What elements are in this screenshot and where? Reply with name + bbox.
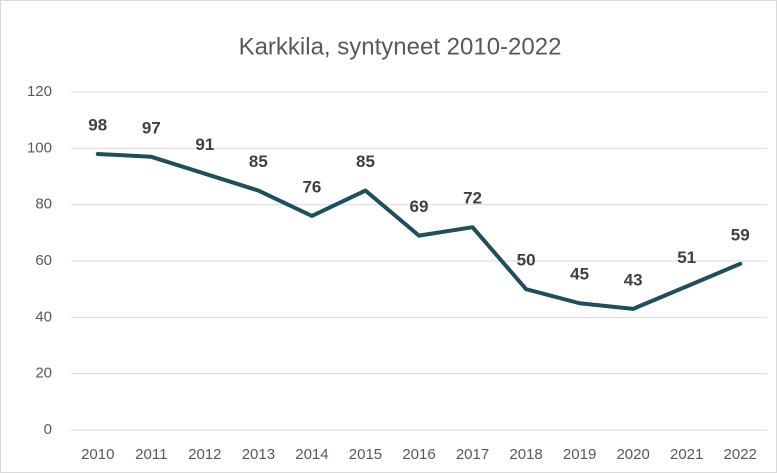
- data-label: 97: [142, 118, 161, 137]
- data-label: 85: [249, 152, 268, 171]
- x-tick-label: 2020: [616, 446, 649, 463]
- data-label: 59: [731, 225, 750, 244]
- x-tick-label: 2015: [349, 446, 382, 463]
- x-tick-label: 2014: [295, 446, 328, 463]
- x-tick-label: 2011: [135, 446, 167, 463]
- data-label: 76: [302, 177, 321, 196]
- y-tick-label: 20: [35, 365, 52, 382]
- x-tick-label: 2018: [509, 446, 542, 463]
- data-label: 91: [195, 135, 214, 154]
- x-tick-label: 2019: [563, 446, 596, 463]
- data-label: 51: [677, 248, 696, 267]
- x-tick-label: 2013: [242, 446, 275, 463]
- data-label: 45: [570, 265, 589, 284]
- data-label: 43: [624, 270, 643, 289]
- x-tick-label: 2021: [670, 446, 703, 463]
- y-tick-label: 60: [35, 252, 52, 269]
- data-line: [95, 151, 743, 311]
- y-tick-label: 40: [35, 308, 52, 325]
- data-label: 72: [463, 189, 482, 208]
- data-label: 85: [356, 152, 375, 171]
- data-label: 69: [410, 197, 429, 216]
- data-label: 50: [517, 251, 536, 270]
- x-tick-label: 2022: [724, 446, 757, 463]
- x-tick-label: 2012: [188, 446, 221, 463]
- x-tick-label: 2016: [402, 446, 435, 463]
- y-tick-label: 120: [27, 83, 52, 100]
- chart-title: Karkkila, syntyneet 2010-2022: [239, 33, 562, 60]
- y-tick-label: 100: [27, 139, 52, 156]
- x-tick-label: 2017: [456, 446, 489, 463]
- y-tick-label: 0: [44, 421, 52, 438]
- x-tick-label: 2010: [81, 446, 114, 463]
- y-tick-label: 80: [35, 196, 52, 213]
- data-label: 98: [88, 115, 107, 134]
